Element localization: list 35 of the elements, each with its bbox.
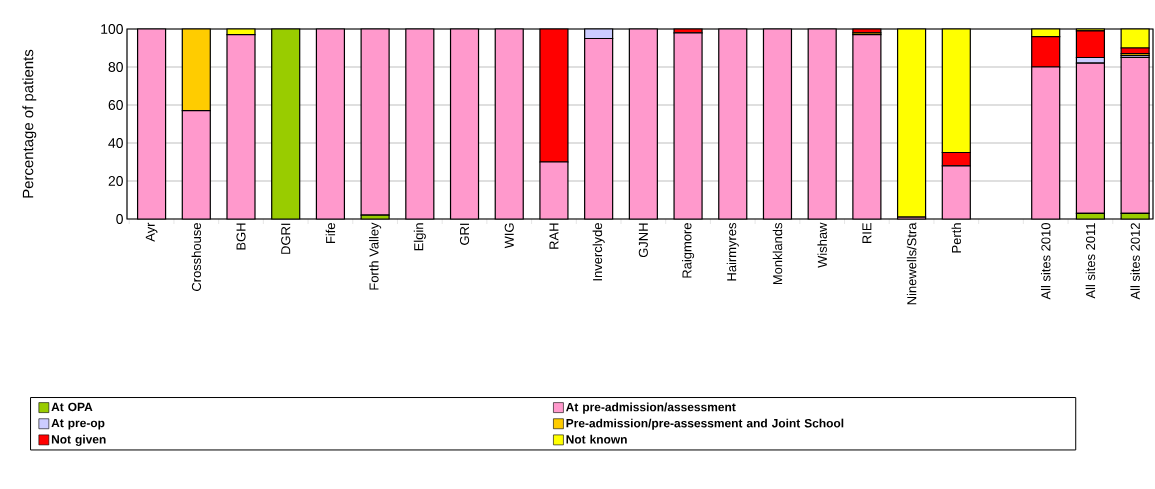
x-tick-label: Monklands: [772, 222, 783, 285]
x-tick-label: Inverclyde: [592, 223, 605, 281]
x-tick-label: Elgin: [413, 223, 426, 251]
x-tick-label: RAH: [549, 223, 559, 249]
x-tick-label: All sites 2012: [1130, 223, 1140, 300]
x-tick-label: Wishaw: [817, 222, 827, 268]
x-tick-label: GJNH: [638, 223, 648, 258]
y-tick-label: 20: [108, 176, 123, 186]
legend-label: At pre-admission/assessment: [566, 402, 736, 414]
y-tick-label: 0: [116, 214, 123, 224]
x-tick-label: GRI: [459, 223, 470, 245]
y-tick-label: 60: [108, 100, 123, 110]
y-tick-label: 80: [108, 62, 123, 72]
x-tick-label: Hairmyres: [726, 222, 739, 281]
y-axis-title: Percentage of patients: [22, 49, 37, 198]
x-tick-label: Ninewells/Stra: [906, 222, 917, 305]
x-tick-label: Fife: [325, 223, 336, 244]
x-tick-label: DGRI: [281, 223, 291, 254]
x-tick-label: RIE: [862, 223, 872, 244]
legend-label: At pre-op: [51, 418, 105, 430]
x-tick-label: Raigmore: [682, 223, 695, 278]
x-tick-label: Forth Valley: [369, 222, 382, 290]
legend-label: At OPA: [51, 402, 93, 412]
x-tick-label: Ayr: [145, 222, 158, 242]
y-tick-label: 40: [108, 138, 123, 148]
y-tick-label: 100: [101, 24, 123, 34]
x-tick-label: All sites 2011: [1085, 223, 1096, 299]
x-tick-label: Perth: [951, 223, 962, 253]
legend-label: Not given: [51, 434, 106, 446]
x-tick-label: All sites 2010: [1040, 223, 1051, 300]
legend-label: Pre-admission/pre-assessment and Joint School: [566, 418, 844, 430]
x-tick-label: BGH: [236, 223, 246, 250]
x-tick-label: WIG: [504, 223, 514, 249]
legend-label: Not known: [566, 434, 627, 444]
x-tick-label: Crosshouse: [191, 223, 202, 291]
